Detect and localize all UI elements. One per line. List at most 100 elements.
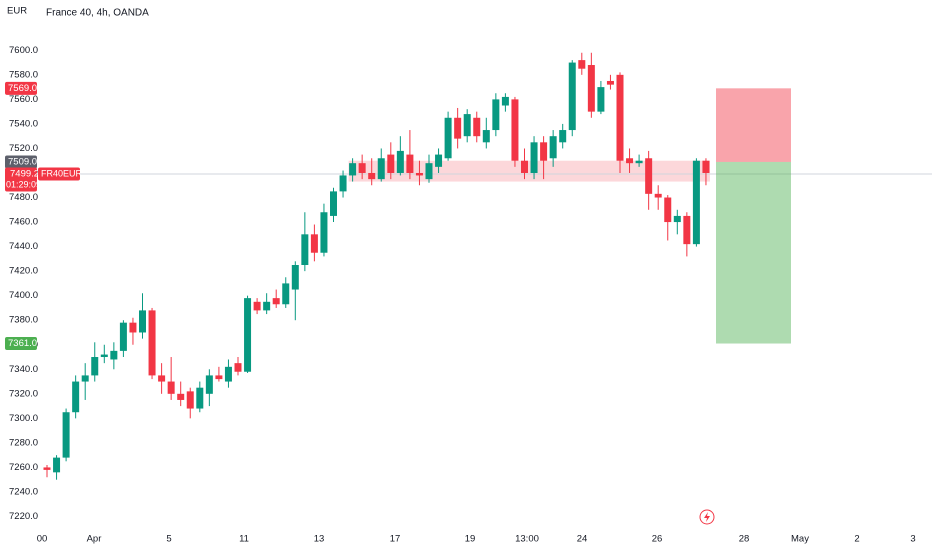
x-tick-label: 00 <box>37 534 48 545</box>
x-tick-label: 13 <box>314 534 325 545</box>
candle-body <box>597 87 605 112</box>
candle-body <box>358 163 366 173</box>
y-tick-label: 7600.0 <box>9 45 38 56</box>
chart-title: France 40, 4h, OANDA <box>46 8 149 19</box>
candle-body <box>444 117 452 159</box>
candle-body <box>186 391 194 409</box>
candle-body <box>129 322 137 333</box>
candle-body <box>119 322 127 351</box>
candle-body <box>291 265 299 290</box>
candle-body <box>616 74 624 161</box>
y-tick-label: 7340.0 <box>9 364 38 375</box>
entry-box <box>5 155 37 169</box>
y-tick-label: 7460.0 <box>9 217 38 228</box>
candle-body <box>482 130 490 143</box>
candle-body <box>339 175 347 192</box>
candle-body <box>406 154 414 173</box>
stop-loss-label: 7569.0 <box>8 83 37 94</box>
x-tick-label: 13:00 <box>515 534 539 545</box>
last-price-box <box>5 167 37 192</box>
y-tick-label: 7240.0 <box>9 486 38 497</box>
candle-body <box>53 457 61 473</box>
candle-body <box>205 375 213 394</box>
currency: EUR <box>7 6 27 17</box>
candle-body <box>645 158 653 194</box>
x-tick-label: 26 <box>652 534 663 545</box>
candle-body <box>244 298 252 372</box>
candle-body <box>196 387 204 409</box>
candle-body <box>224 366 232 382</box>
candle-body <box>511 99 519 161</box>
candle-body <box>396 150 404 173</box>
y-tick-label: 7380.0 <box>9 315 38 326</box>
y-tick-label: 7540.0 <box>9 118 38 129</box>
candle-body <box>559 130 567 143</box>
y-tick-label: 7220.0 <box>9 511 38 522</box>
candle-body <box>320 212 328 253</box>
candle-body <box>492 99 500 131</box>
candle-body <box>626 158 634 164</box>
candle-body <box>606 80 614 85</box>
candle-body <box>578 60 586 69</box>
bolt-icon[interactable] <box>699 509 715 525</box>
candle-body <box>425 163 433 180</box>
stop-loss-box <box>716 88 791 162</box>
take-profit-box <box>716 161 791 344</box>
y-tick-label: 7580.0 <box>9 69 38 80</box>
candle-body <box>349 163 357 176</box>
y-tick-label: 7440.0 <box>9 241 38 252</box>
x-tick-label: 19 <box>465 534 476 545</box>
stop-loss-box <box>5 81 37 95</box>
candle-body <box>530 142 538 173</box>
y-tick-label: 7320.0 <box>9 388 38 399</box>
candle-body <box>72 381 80 413</box>
candle-body <box>167 381 175 394</box>
x-tick-label: 28 <box>739 534 750 545</box>
x-tick-label: 5 <box>166 534 171 545</box>
x-tick-label: 17 <box>390 534 401 545</box>
x-tick-label: 3 <box>910 534 915 545</box>
candle-body <box>635 160 643 164</box>
y-tick-label: 7560.0 <box>9 94 38 105</box>
candle-body <box>568 62 576 131</box>
candle-body <box>692 160 700 245</box>
candle-body <box>521 160 528 173</box>
candle-body <box>330 191 337 216</box>
x-tick-label: Apr <box>87 534 102 545</box>
candle-body <box>158 375 166 382</box>
candle-body <box>540 142 548 161</box>
y-tick-label: 7280.0 <box>9 437 38 448</box>
candle-body <box>272 298 280 305</box>
candle-body <box>415 172 423 176</box>
candle-body <box>435 154 443 167</box>
symbol-box <box>38 167 80 181</box>
candle-body <box>91 357 99 376</box>
symbol: FR40EUR <box>41 168 83 178</box>
x-tick-label: 2 <box>854 534 859 545</box>
candle-body <box>234 363 242 372</box>
candle-body <box>501 96 509 106</box>
candle-body <box>139 310 146 333</box>
x-tick-label: 11 <box>239 534 249 545</box>
candle-body <box>263 301 271 311</box>
candle-body <box>387 154 395 173</box>
candle-body <box>377 158 385 180</box>
candle-body <box>673 215 681 223</box>
entry-label: 7509.0 <box>8 156 37 167</box>
candle-body <box>100 354 108 358</box>
y-tick-label: 7420.0 <box>9 266 38 277</box>
last-price-label: 7499.2 <box>10 168 39 179</box>
countdown: 01:29:09 <box>6 179 41 189</box>
y-tick-label: 7260.0 <box>9 462 38 473</box>
candle-body <box>110 350 118 360</box>
x-tick-label: 24 <box>577 534 588 545</box>
candle-body <box>654 193 662 198</box>
x-tick-label: May <box>791 534 809 545</box>
candle-body <box>215 375 223 380</box>
take-profit-box <box>5 337 37 351</box>
candle-body <box>282 283 290 305</box>
take-profit-label: 7361.0 <box>8 338 37 349</box>
candle-body <box>454 117 462 139</box>
